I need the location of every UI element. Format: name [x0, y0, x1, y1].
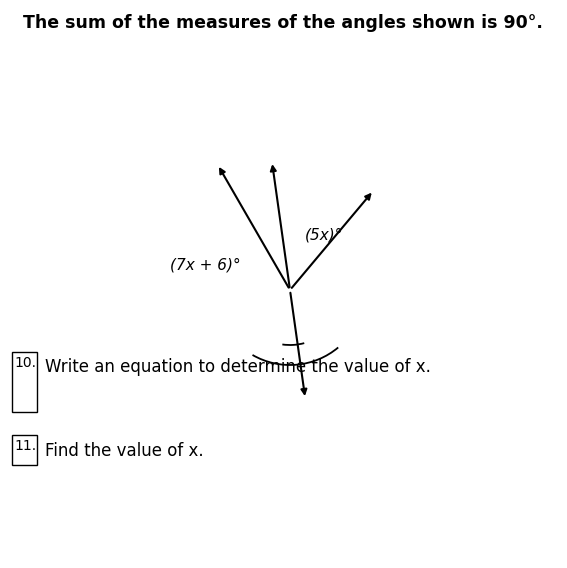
Text: 10.: 10. [14, 356, 36, 370]
Text: 11.: 11. [14, 439, 36, 453]
Text: The sum of the measures of the angles shown is 90°.: The sum of the measures of the angles sh… [23, 14, 543, 32]
Bar [12, 352, 37, 412]
Bar [12, 435, 37, 465]
Text: Write an equation to determine the value of x.: Write an equation to determine the value… [45, 358, 431, 376]
Text: (5x)°: (5x)° [305, 228, 344, 243]
Text: (7x + 6)°: (7x + 6)° [170, 257, 240, 273]
Text: Find the value of x.: Find the value of x. [45, 442, 204, 460]
